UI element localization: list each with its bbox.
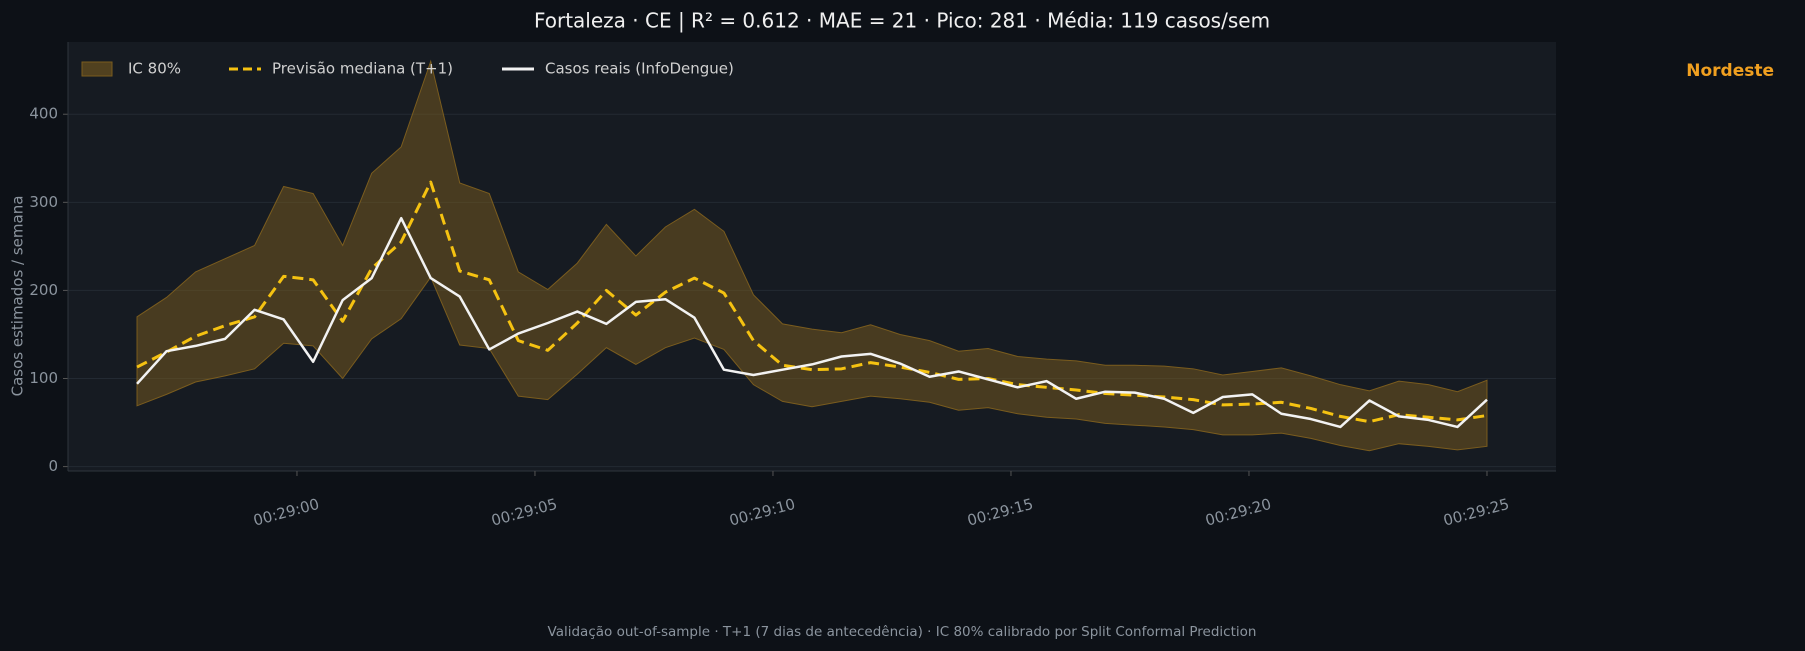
chart-title: Fortaleza · CE | R² = 0.612 · MAE = 21 ·… <box>534 9 1270 33</box>
legend-label: Previsão mediana (T+1) <box>272 60 453 78</box>
legend-swatch <box>81 61 113 77</box>
y-axis-label: Casos estimados / semana <box>9 196 27 397</box>
y-tick-label: 400 <box>29 105 58 123</box>
y-tick-label: 100 <box>29 369 58 387</box>
confidence-band <box>136 59 1488 452</box>
y-tick-label: 200 <box>29 281 58 299</box>
series-line <box>136 216 1488 429</box>
legend-label: Casos reais (InfoDengue) <box>545 60 734 78</box>
y-tick-label: 300 <box>29 193 58 211</box>
region-label: Nordeste <box>1686 61 1774 81</box>
y-tick-label: 0 <box>48 457 58 475</box>
legend-label: IC 80% <box>128 60 181 78</box>
footnote: Validação out-of-sample · T+1 (7 dias de… <box>548 624 1257 640</box>
